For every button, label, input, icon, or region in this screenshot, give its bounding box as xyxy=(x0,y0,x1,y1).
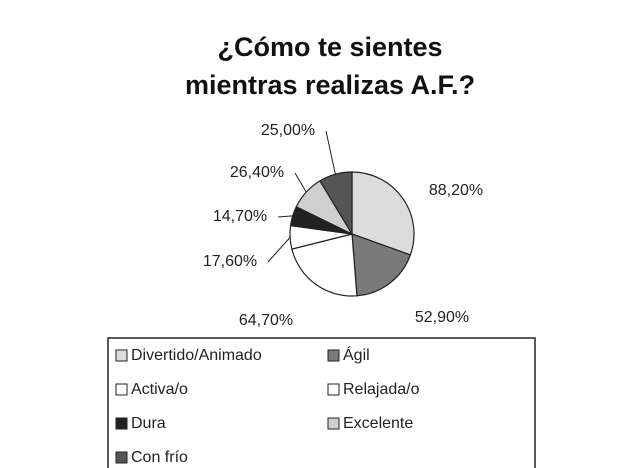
pie-slice xyxy=(351,233,412,297)
legend-label: Activa/o xyxy=(131,381,188,398)
legend-label: Divertido/Animado xyxy=(131,347,262,364)
legend-label: Dura xyxy=(131,415,166,432)
data-label: 26,40% xyxy=(230,164,284,181)
legend-label: Ágil xyxy=(343,345,370,364)
legend-box xyxy=(107,337,536,468)
data-label: 64,70% xyxy=(239,312,293,329)
data-label: 88,20% xyxy=(429,182,483,199)
legend-label: Relajada/o xyxy=(343,381,420,398)
pie-slice xyxy=(319,171,353,237)
leader-line xyxy=(325,130,336,175)
data-label: 17,60% xyxy=(203,253,257,270)
leader-line xyxy=(294,172,307,193)
legend-swatch xyxy=(327,349,340,362)
legend-label: Con frío xyxy=(131,449,188,466)
legend-swatch xyxy=(327,383,340,396)
data-label: 52,90% xyxy=(415,309,469,326)
legend-label: Excelente xyxy=(343,415,413,432)
leader-line xyxy=(267,237,291,263)
chart-title: ¿Cómo te sientes mientras realizas A.F.? xyxy=(184,32,476,100)
legend-swatch xyxy=(115,349,128,362)
pie-slice xyxy=(291,233,358,297)
data-label: 14,70% xyxy=(213,208,267,225)
data-label: 25,00% xyxy=(261,122,315,139)
leader-line xyxy=(277,215,293,218)
legend-swatch xyxy=(115,417,128,430)
legend-swatch xyxy=(327,417,340,430)
pie-slice xyxy=(351,171,415,256)
legend-swatch xyxy=(115,383,128,396)
legend-swatch xyxy=(115,451,128,464)
